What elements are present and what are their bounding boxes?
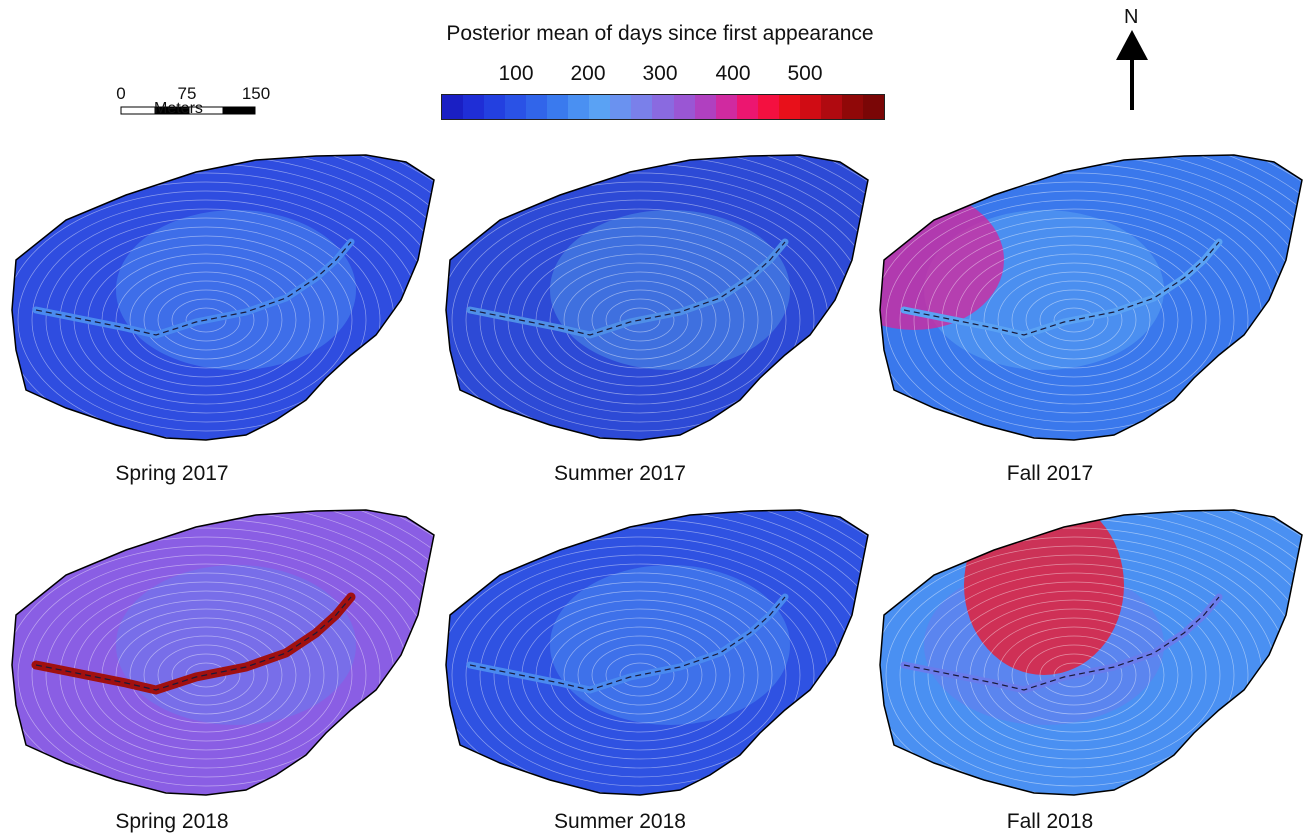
colorbar-cell <box>484 95 506 119</box>
caption-fall-2017: Fall 2017 <box>1006 462 1094 485</box>
legend-title: Posterior mean of days since first appea… <box>446 22 874 45</box>
watershed-outline <box>445 509 869 796</box>
map-panel-fall-2018 <box>874 505 1304 805</box>
colorbar-cell <box>547 95 569 119</box>
watershed-outline <box>879 154 1303 441</box>
caption-spring-2018: Spring 2018 <box>115 810 229 833</box>
map-panel-spring-2017 <box>6 150 436 450</box>
legend-tick-200: 200 <box>570 62 606 85</box>
caption-fall-2018: Fall 2018 <box>1006 810 1094 833</box>
watershed-outline <box>445 154 869 441</box>
colorbar-cell <box>631 95 653 119</box>
map-panel-spring-2018 <box>6 505 436 805</box>
colorbar-cell <box>505 95 527 119</box>
legend-tick-100: 100 <box>498 62 534 85</box>
watershed-outline <box>879 509 1303 796</box>
legend-colorbar <box>441 94 885 120</box>
legend-tick-400: 400 <box>715 62 751 85</box>
colorbar-cell <box>568 95 590 119</box>
map-panel-summer-2017 <box>440 150 870 450</box>
colorbar-cell <box>463 95 485 119</box>
colorbar-cell <box>589 95 611 119</box>
colorbar-cell <box>862 95 884 119</box>
caption-spring-2017: Spring 2017 <box>115 462 229 485</box>
map-panel-summer-2018 <box>440 505 870 805</box>
scale-label-75: 75 <box>177 84 197 103</box>
caption-summer-2018: Summer 2018 <box>554 810 686 833</box>
watershed-outline <box>11 154 435 441</box>
colorbar-cell <box>799 95 821 119</box>
watershed-outline <box>11 509 435 796</box>
scale-label-0: 0 <box>116 84 126 103</box>
colorbar-cell <box>820 95 842 119</box>
caption-summer-2017: Summer 2017 <box>554 462 686 485</box>
colorbar-cell <box>736 95 758 119</box>
scale-label-150: 150 <box>241 84 271 103</box>
colorbar-cell <box>673 95 695 119</box>
colorbar-cell <box>652 95 674 119</box>
north-arrow-icon <box>1116 30 1148 110</box>
legend-tick-300: 300 <box>642 62 678 85</box>
scale-bar <box>120 106 256 115</box>
legend-tick-500: 500 <box>787 62 823 85</box>
colorbar-cell <box>778 95 800 119</box>
colorbar-cell <box>526 95 548 119</box>
scale-unit: Meters <box>154 100 203 117</box>
north-label: N <box>1124 6 1139 28</box>
colorbar-cell <box>841 95 863 119</box>
colorbar-cell <box>715 95 737 119</box>
colorbar-cell <box>442 95 464 119</box>
colorbar-cell <box>610 95 632 119</box>
colorbar-cell <box>694 95 716 119</box>
map-panel-fall-2017 <box>874 150 1304 450</box>
colorbar-cell <box>757 95 779 119</box>
